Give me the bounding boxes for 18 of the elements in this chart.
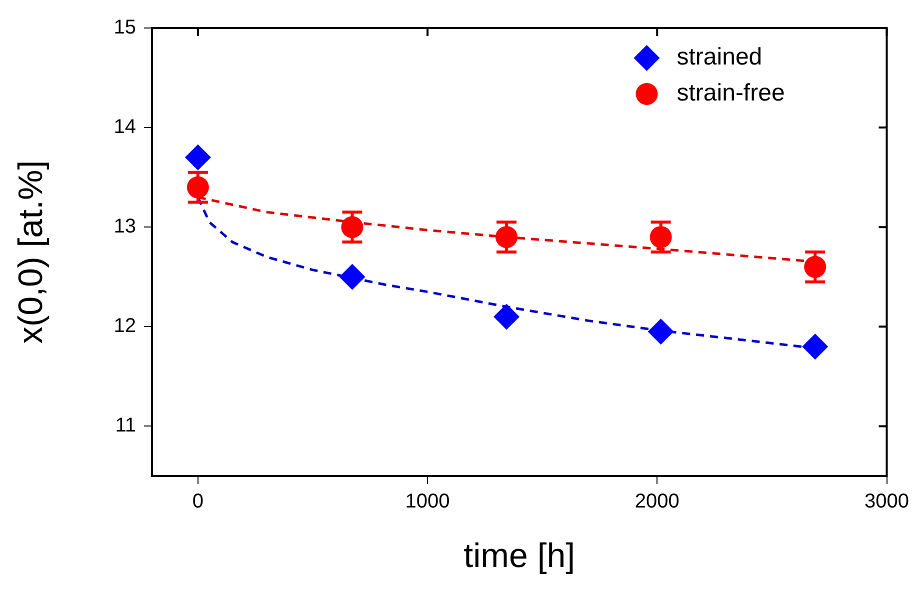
y-tick-label: 13 (114, 216, 136, 238)
point (802, 334, 828, 360)
y-tick-label: 15 (114, 16, 136, 39)
point (184, 144, 211, 170)
legend-label: strained (676, 44, 762, 71)
y-tick-label: 14 (114, 116, 136, 138)
y-tick-label: 11 (115, 414, 136, 437)
x-tick-label: 3000 (864, 490, 910, 513)
y-axis-title: x(0,0) [at.%] (12, 160, 50, 344)
x-tick-label: 1000 (405, 490, 450, 513)
point (648, 318, 674, 345)
x-axis-title: time [h] (464, 536, 576, 575)
point (494, 304, 520, 330)
legend-label: strain-free (676, 80, 785, 107)
x-tick-label: 2000 (634, 490, 680, 513)
x-tick-label: 0 (192, 490, 204, 513)
point (339, 264, 366, 290)
y-tick-label: 12 (114, 315, 136, 338)
